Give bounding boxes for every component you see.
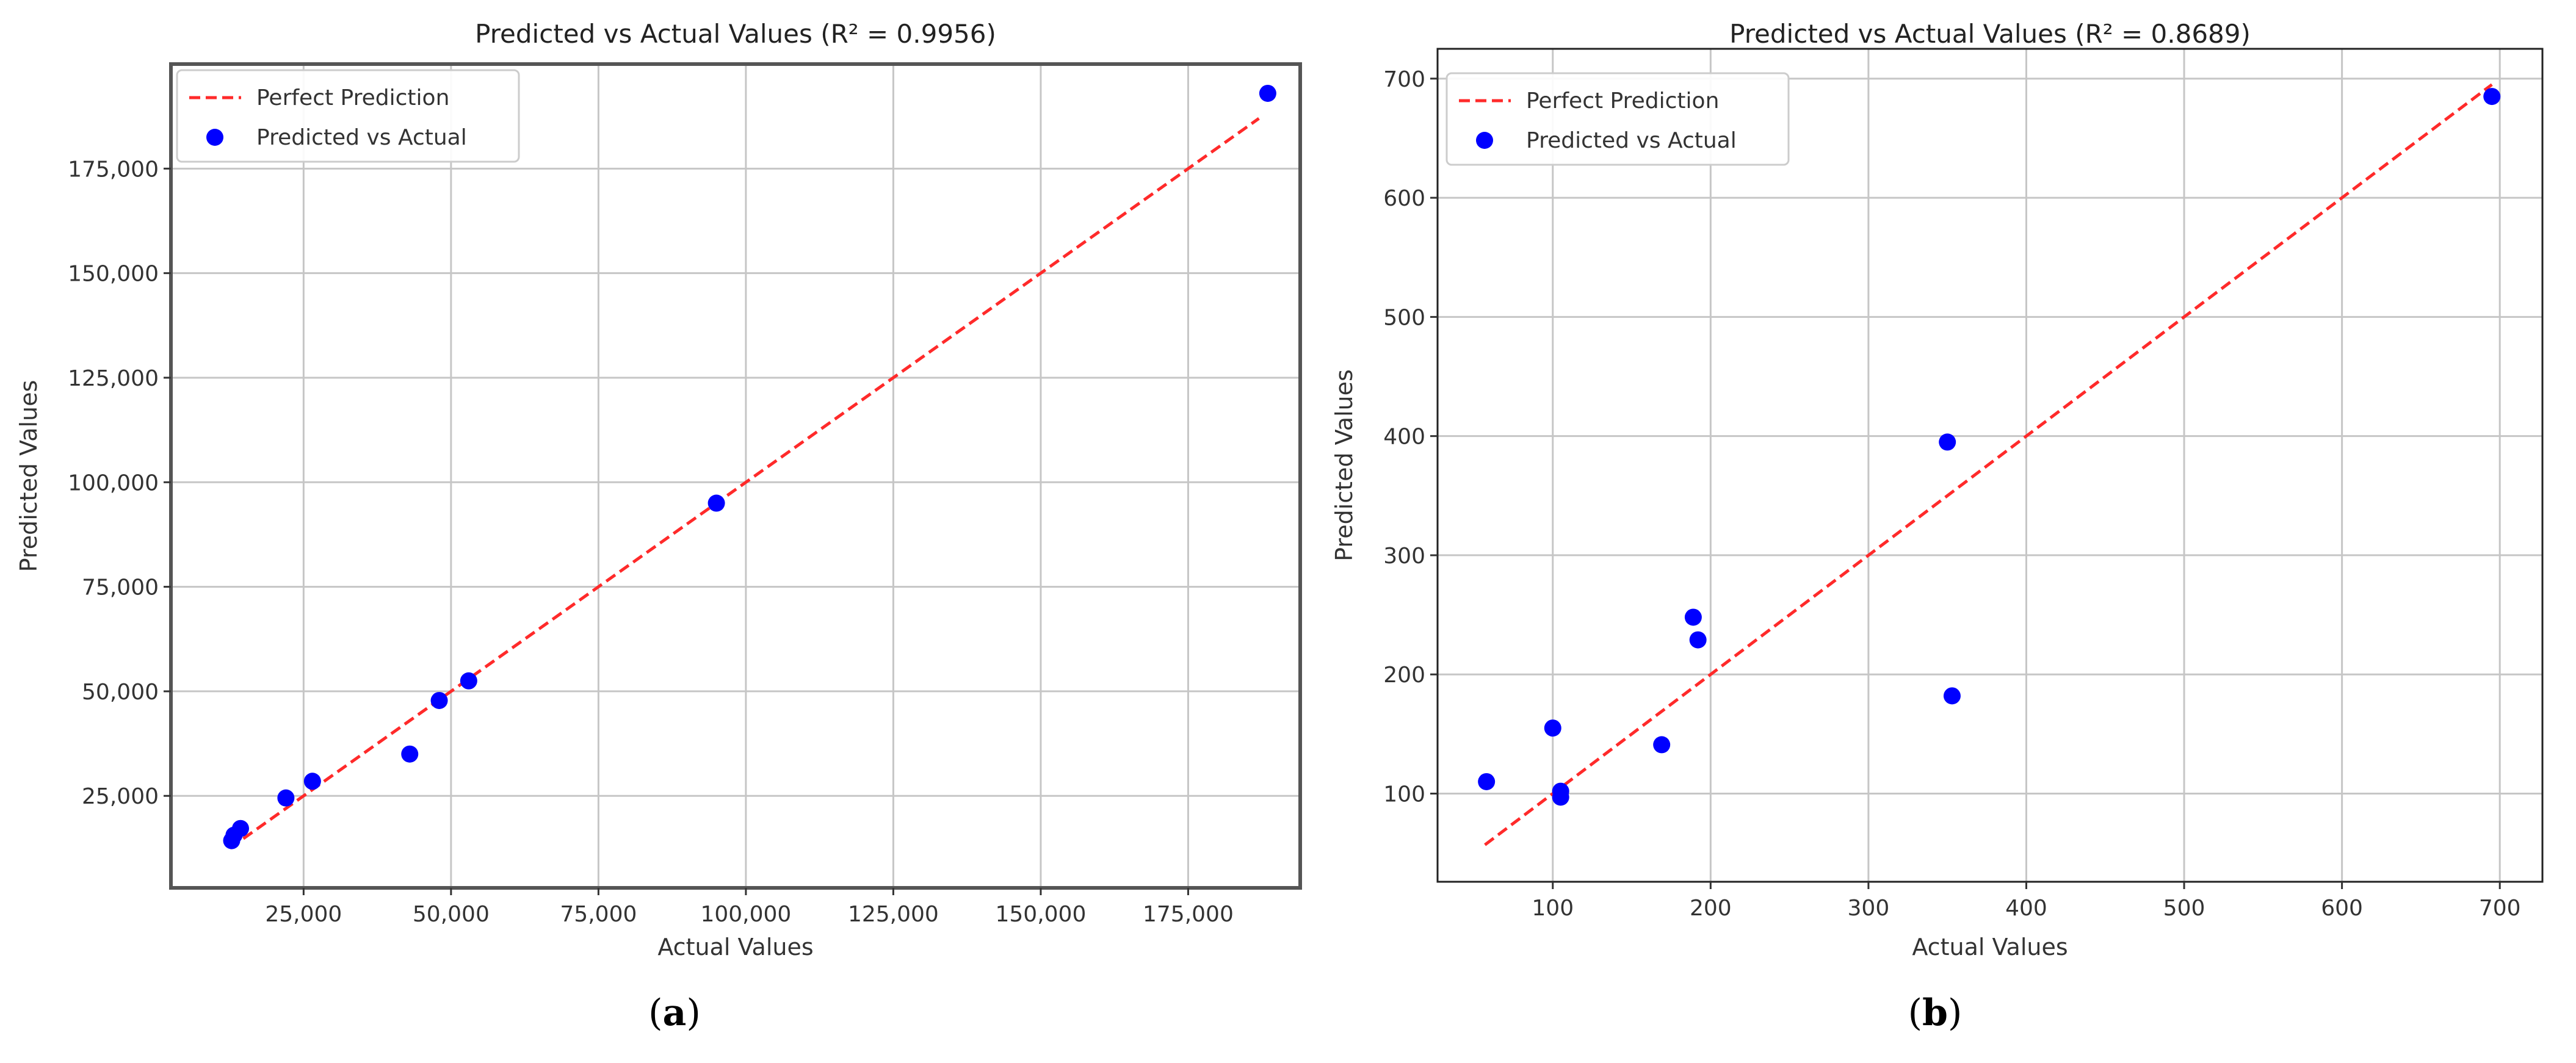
y-tick-label: 700 (1383, 67, 1425, 92)
y-axis-label: Predicted Values (1331, 369, 1358, 561)
y-tick-label: 50,000 (82, 680, 159, 705)
x-tick-label: 50,000 (413, 902, 490, 927)
data-point (1939, 433, 1956, 451)
panel-caption-a: (a) (583, 992, 766, 1034)
y-tick-label: 400 (1383, 425, 1425, 450)
data-point (707, 494, 725, 512)
data-point (1552, 788, 1569, 806)
x-tick-label: 100 (1532, 896, 1574, 921)
caption-open-paren: ( (1908, 992, 1923, 1034)
chart-a: 25,000 50,000 75,000 100,000 125,000 150,000 1… (15, 19, 1302, 960)
chart-b: 100 200 300 400 500 600 700 100 200 300 400 500 600 7… (1331, 19, 2544, 960)
y-tick-label: 200 (1383, 663, 1425, 688)
x-tick-label: 75,000 (560, 902, 637, 927)
legend-box (1445, 72, 1790, 166)
data-point (1653, 736, 1671, 754)
legend-label: Predicted vs Actual (256, 125, 467, 150)
data-point (1943, 687, 1961, 705)
x-tick-label: 125,000 (848, 902, 939, 927)
data-point (1684, 608, 1702, 626)
caption-letter: b (1922, 992, 1948, 1034)
plot-frame (1436, 48, 2544, 883)
x-tick-label: 400 (2005, 896, 2047, 921)
caption-open-paren: ( (648, 992, 663, 1034)
x-tick-label: 100,000 (700, 902, 791, 927)
x-tick-label: 700 (2479, 896, 2521, 921)
y-tick-label: 25,000 (82, 784, 159, 809)
legend-label: Predicted vs Actual (1526, 128, 1737, 153)
data-point (401, 745, 419, 763)
data-point (430, 691, 448, 709)
chart-title: Predicted vs Actual Values (R² = 0.8689) (1729, 19, 2251, 49)
data-point (1478, 773, 1496, 790)
data-point (2483, 88, 2501, 106)
plot-area (171, 64, 1300, 888)
y-tick-label: 125,000 (68, 366, 159, 391)
legend: Perfect Prediction Predicted vs Actual (1445, 72, 1790, 166)
legend: Perfect Prediction Predicted vs Actual (176, 69, 520, 163)
legend-label: Perfect Prediction (1526, 88, 1719, 114)
data-point (303, 773, 321, 790)
data-point (1544, 719, 1561, 737)
y-tick-label: 500 (1383, 305, 1425, 330)
data-point (1259, 84, 1276, 102)
x-tick-label: 500 (2163, 896, 2205, 921)
legend-marker-swatch (1476, 132, 1493, 149)
y-tick-label: 175,000 (68, 157, 159, 182)
y-tick-label: 100,000 (68, 470, 159, 495)
legend-box (176, 69, 520, 163)
y-axis-label: Predicted Values (15, 380, 42, 572)
data-point (1689, 631, 1707, 649)
caption-close-paren: ) (686, 992, 701, 1034)
y-tick-label: 150,000 (68, 262, 159, 287)
x-tick-label: 200 (1690, 896, 1732, 921)
data-point (460, 672, 477, 690)
perfect-prediction-line (1484, 83, 2493, 846)
caption-letter: a (662, 992, 687, 1034)
data-point (231, 820, 249, 837)
perfect-prediction-line (229, 117, 1260, 849)
panel-caption-b: (b) (1843, 992, 2027, 1034)
x-axis-label: Actual Values (1912, 934, 2068, 960)
x-tick-label: 150,000 (995, 902, 1086, 927)
y-tick-label: 300 (1383, 544, 1425, 569)
plot-frame (169, 62, 1302, 890)
x-axis-label: Actual Values (657, 934, 813, 960)
legend-label: Perfect Prediction (256, 85, 449, 110)
x-tick-label: 600 (2321, 896, 2363, 921)
x-tick-label: 175,000 (1143, 902, 1234, 927)
chart-title: Predicted vs Actual Values (R² = 0.9956) (475, 19, 996, 49)
y-tick-label: 100 (1383, 782, 1425, 807)
legend-marker-swatch (206, 129, 223, 146)
data-point (277, 789, 295, 807)
caption-close-paren: ) (1947, 992, 1963, 1034)
x-tick-label: 25,000 (265, 902, 342, 927)
x-tick-label: 300 (1848, 896, 1890, 921)
y-tick-label: 75,000 (82, 575, 159, 600)
y-tick-label: 600 (1383, 186, 1425, 211)
